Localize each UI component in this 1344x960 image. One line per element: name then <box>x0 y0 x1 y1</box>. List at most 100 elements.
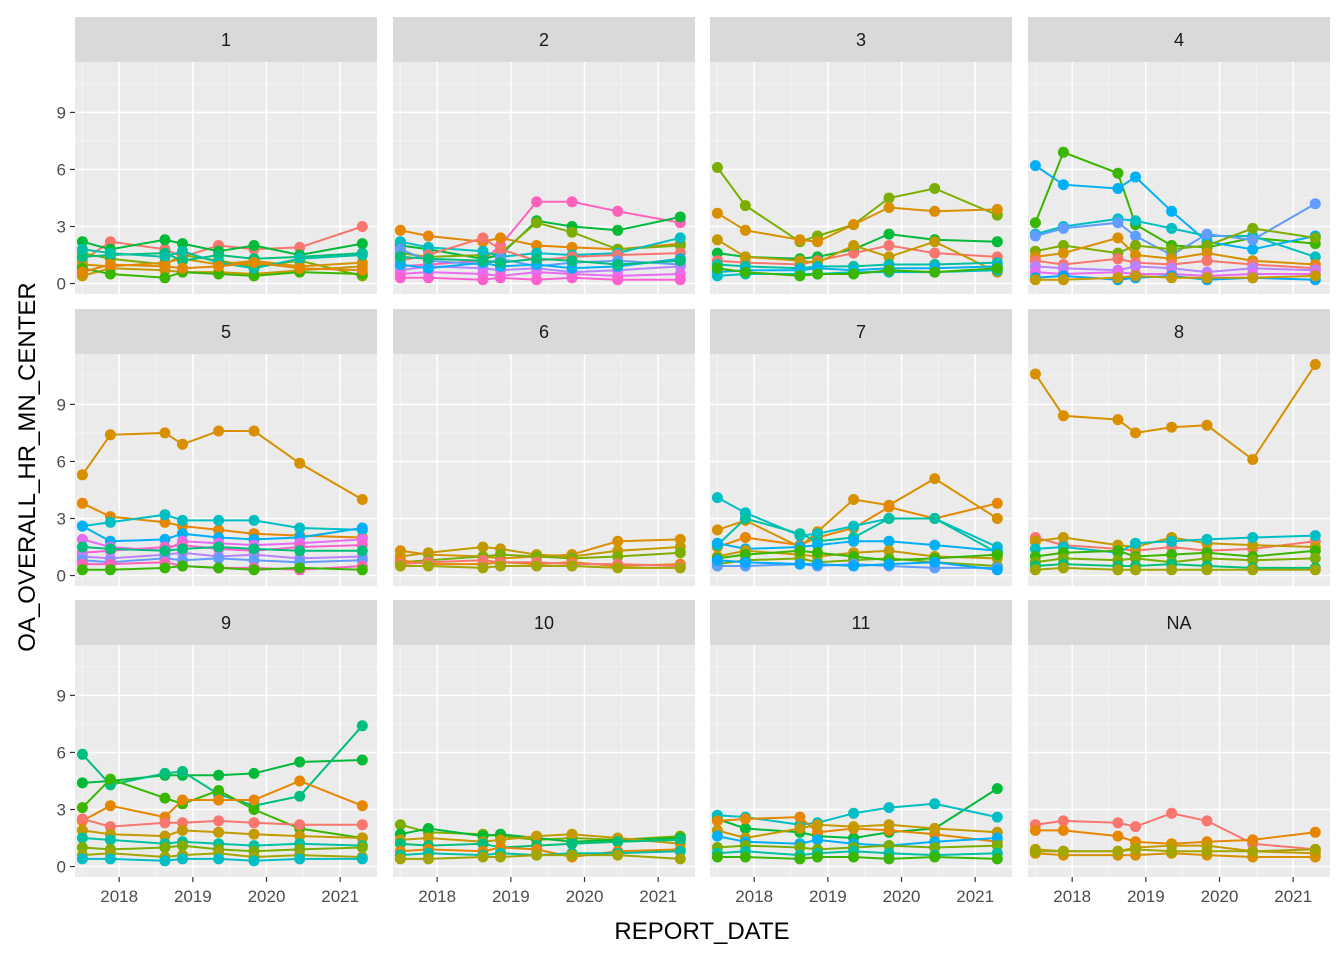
data-point <box>794 842 806 853</box>
data-point <box>848 851 860 863</box>
data-point <box>213 249 225 261</box>
data-point <box>394 838 406 850</box>
data-point <box>294 830 306 842</box>
data-point <box>422 823 434 834</box>
series-line <box>717 835 998 847</box>
series-line <box>81 225 363 262</box>
data-point <box>566 262 578 274</box>
data-point <box>1057 532 1069 543</box>
data-point <box>1166 222 1178 234</box>
data-point <box>1057 222 1069 234</box>
panel-background <box>1028 354 1330 586</box>
y-tick-label: 6 <box>57 452 66 471</box>
data-point <box>213 794 225 806</box>
y-tick-label: 3 <box>57 800 66 819</box>
data-point <box>883 192 895 204</box>
facet-panel-3: 3 <box>710 17 1012 294</box>
data-point <box>422 272 434 284</box>
data-point <box>1130 270 1141 282</box>
data-point <box>883 840 895 852</box>
data-point <box>711 492 723 504</box>
data-point <box>929 851 941 863</box>
series-line <box>400 271 681 277</box>
data-point <box>177 528 188 540</box>
data-point <box>294 819 306 831</box>
data-point <box>1130 240 1141 251</box>
data-point <box>248 855 260 867</box>
data-point <box>422 853 434 865</box>
data-point <box>929 205 941 217</box>
y-tick-label: 0 <box>57 567 66 586</box>
data-point <box>1130 215 1141 227</box>
data-point <box>177 840 188 852</box>
data-point <box>566 241 578 253</box>
data-point <box>356 238 368 250</box>
x-tick-label: 2019 <box>174 887 212 906</box>
data-point <box>812 528 823 540</box>
series-line <box>82 844 363 853</box>
facet-strip-label: 3 <box>856 30 866 50</box>
data-point <box>248 554 260 566</box>
data-point <box>422 832 434 844</box>
data-point <box>1201 272 1213 284</box>
data-point <box>248 794 260 806</box>
series-line <box>400 229 681 251</box>
data-point <box>883 202 895 213</box>
data-point <box>159 792 171 804</box>
facet-strip-label: 5 <box>221 322 231 342</box>
data-point <box>356 257 368 269</box>
series-line <box>717 502 998 548</box>
data-point <box>76 853 88 865</box>
data-point <box>711 524 723 536</box>
data-point <box>929 513 941 524</box>
data-point <box>711 234 723 246</box>
data-point <box>929 266 941 278</box>
facet-strip <box>1028 309 1330 354</box>
series-line <box>82 759 363 784</box>
data-point <box>1201 255 1213 267</box>
data-point <box>1247 554 1259 566</box>
data-point <box>356 264 368 276</box>
series-line <box>81 502 363 539</box>
data-point <box>394 560 406 572</box>
data-point <box>1029 543 1041 555</box>
x-tick-label: 2021 <box>321 887 359 906</box>
data-point <box>356 754 368 766</box>
data-point <box>1309 530 1321 542</box>
data-point <box>394 259 406 270</box>
data-point <box>76 813 88 825</box>
data-point <box>394 819 406 831</box>
data-point <box>531 217 543 229</box>
series-line <box>1035 549 1316 558</box>
x-tick-label: 2018 <box>1053 887 1091 906</box>
data-point <box>213 268 225 280</box>
y-tick-label: 0 <box>57 858 66 877</box>
panel-background <box>710 62 1012 294</box>
data-point <box>1130 230 1141 242</box>
series-line <box>1035 217 1316 258</box>
data-point <box>739 823 751 834</box>
x-tick-label: 2021 <box>956 887 994 906</box>
data-point <box>76 564 88 576</box>
series-line <box>82 248 363 270</box>
data-point <box>848 821 860 833</box>
data-point <box>612 849 624 861</box>
data-point <box>711 262 723 274</box>
data-point <box>177 514 188 526</box>
data-point <box>711 851 723 863</box>
series-line <box>716 166 998 243</box>
data-point <box>739 549 751 561</box>
facet-panel-5: 5 <box>75 309 377 586</box>
data-point <box>1057 845 1069 857</box>
data-point <box>1247 532 1259 543</box>
data-point <box>1112 817 1124 829</box>
data-point <box>848 551 860 562</box>
data-point <box>794 853 806 865</box>
series-line <box>1035 534 1316 554</box>
data-point <box>248 257 260 269</box>
data-point <box>1029 274 1041 286</box>
data-point <box>612 224 624 236</box>
data-point <box>531 266 543 278</box>
data-point <box>1057 274 1069 286</box>
data-point <box>356 853 368 865</box>
